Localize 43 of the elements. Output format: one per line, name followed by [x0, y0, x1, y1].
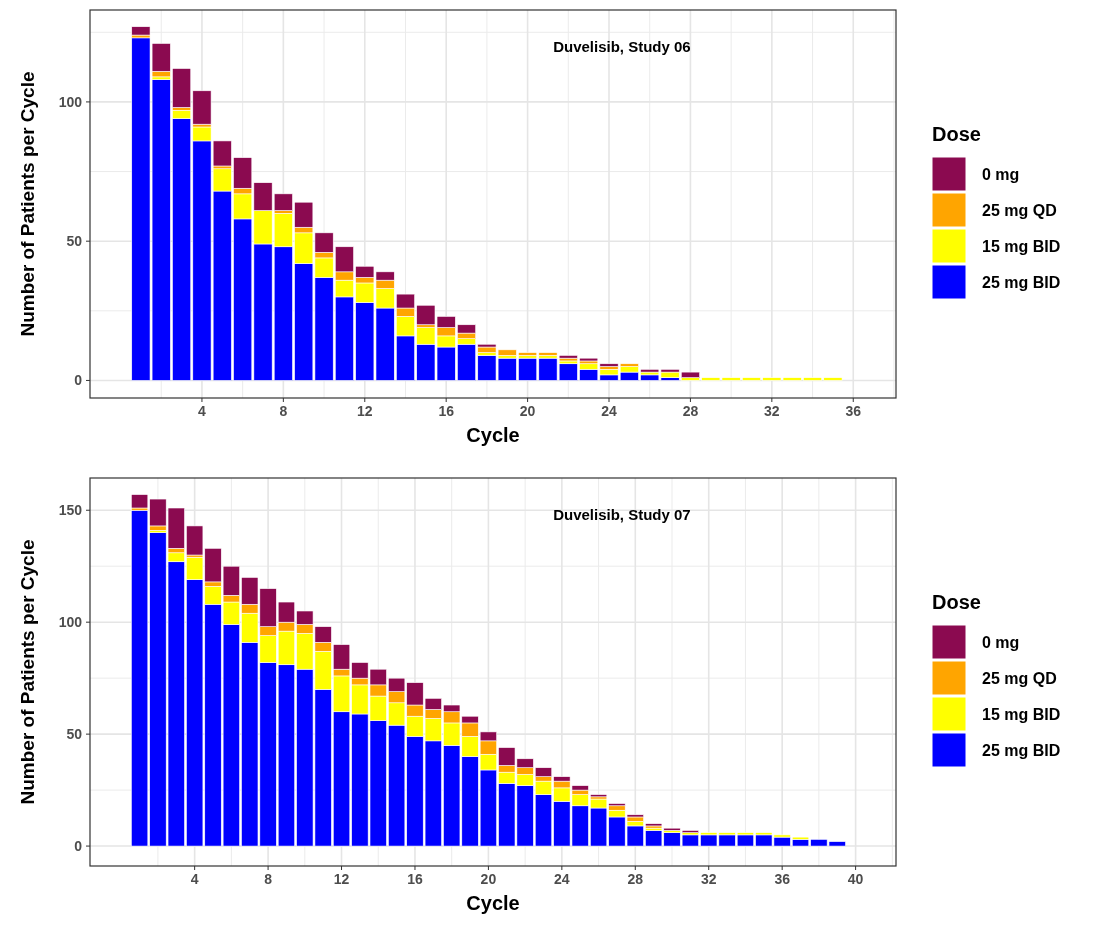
legend-label: 0 mg: [982, 165, 1020, 183]
y-axis-title: Number of Patients per Cycle: [17, 539, 38, 805]
x-tick-label: 4: [198, 403, 207, 419]
x-tick-label: 28: [682, 403, 699, 419]
y-tick-label: 50: [66, 726, 83, 743]
x-tick-label: 4: [190, 871, 199, 887]
legend-label: 25 mg QD: [982, 669, 1057, 687]
x-tick-label: 40: [847, 871, 864, 887]
x-tick-label: 16: [407, 871, 423, 887]
legend-label: 25 mg QD: [982, 201, 1057, 219]
x-tick-label: 16: [438, 403, 455, 419]
y-tick-label: 150: [58, 502, 83, 519]
y-axis-title: Number of Patients per Cycle: [17, 71, 38, 337]
x-tick-label: 32: [700, 871, 717, 887]
legend-title: Dose: [932, 123, 981, 145]
text: Duvelisib, Study 07: [553, 506, 691, 523]
x-tick-label: 36: [774, 871, 791, 887]
x-tick-label: 8: [279, 403, 288, 419]
legend-title: Dose: [932, 591, 981, 613]
bar: [131, 26, 151, 36]
x-tick-label: 24: [601, 403, 618, 419]
y-tick-label: 0: [74, 837, 83, 854]
x-tick-label: 32: [764, 403, 780, 419]
x-tick-label: 20: [480, 871, 497, 887]
x-tick-label: 24: [554, 871, 570, 887]
legend-label: 0 mg: [982, 633, 1020, 651]
legend-label: 25 mg BID: [982, 273, 1061, 291]
x-axis-title: Cycle: [466, 424, 520, 446]
x-tick-label: 12: [356, 403, 373, 419]
x-tick-label: 12: [333, 871, 350, 887]
x-tick-label: 36: [845, 403, 862, 419]
x-axis-title: Cycle: [466, 892, 520, 914]
legend-label: 15 mg BID: [982, 705, 1061, 723]
y-tick-label: 100: [58, 93, 83, 110]
y-tick-label: 100: [58, 614, 83, 631]
x-tick-label: 28: [627, 871, 644, 887]
x-tick-label: 20: [519, 403, 536, 419]
legend-label: 25 mg BID: [982, 741, 1061, 759]
text: Duvelisib, Study 06: [553, 38, 691, 55]
legend-label: 15 mg BID: [982, 237, 1061, 255]
y-tick-label: 50: [66, 233, 83, 250]
x-tick-label: 8: [264, 871, 273, 887]
y-tick-label: 0: [74, 372, 83, 389]
